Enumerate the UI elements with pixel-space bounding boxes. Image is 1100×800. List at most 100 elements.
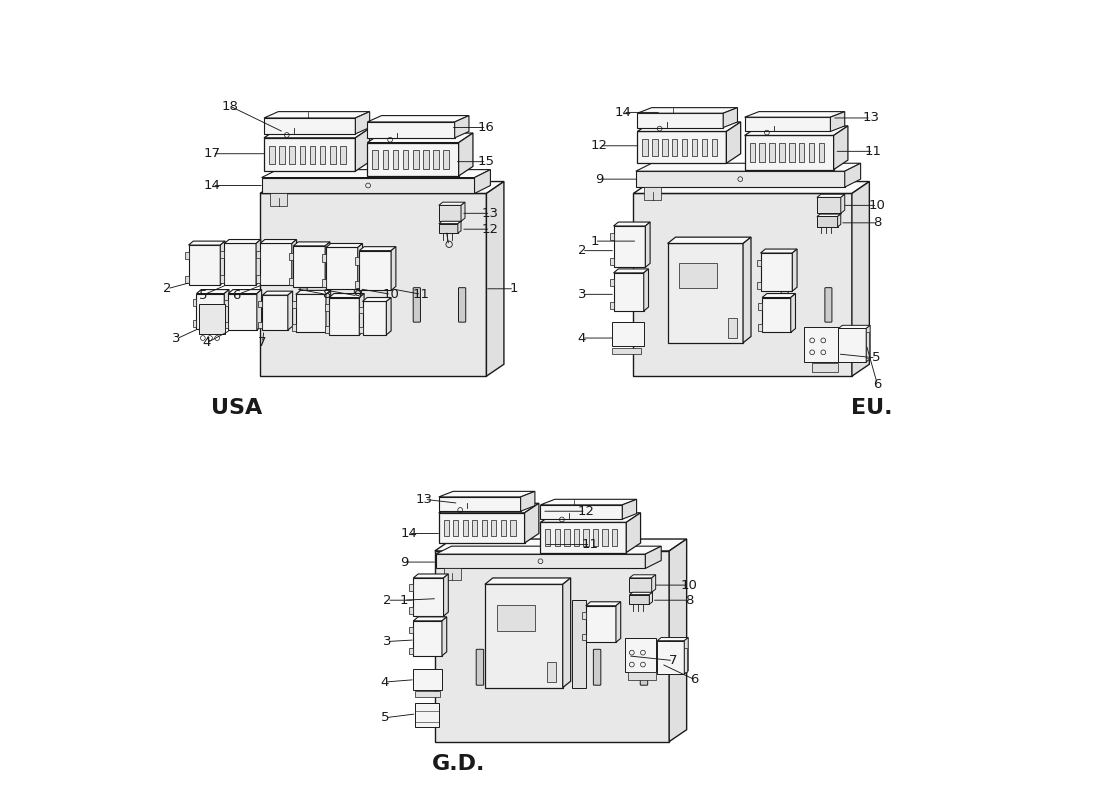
Polygon shape — [264, 128, 370, 138]
Bar — [799, 143, 804, 162]
Polygon shape — [224, 300, 229, 306]
Polygon shape — [367, 122, 454, 138]
Polygon shape — [439, 491, 535, 497]
Polygon shape — [360, 294, 364, 335]
Polygon shape — [572, 600, 586, 687]
Bar — [818, 143, 824, 162]
Text: 12: 12 — [578, 505, 594, 518]
Bar — [330, 146, 336, 164]
Polygon shape — [439, 224, 458, 233]
FancyBboxPatch shape — [459, 288, 465, 322]
Polygon shape — [651, 574, 656, 592]
Polygon shape — [185, 252, 188, 259]
Polygon shape — [414, 669, 442, 690]
Bar — [393, 150, 398, 169]
Polygon shape — [294, 242, 330, 246]
Bar — [702, 138, 707, 156]
Bar — [662, 138, 668, 156]
Polygon shape — [360, 250, 392, 290]
Polygon shape — [838, 326, 870, 329]
Polygon shape — [745, 126, 848, 135]
Polygon shape — [188, 241, 226, 245]
Polygon shape — [292, 301, 296, 308]
Polygon shape — [414, 574, 449, 578]
Polygon shape — [614, 226, 646, 267]
Bar — [583, 530, 588, 546]
Bar — [612, 530, 617, 546]
Bar — [496, 605, 536, 630]
Polygon shape — [637, 131, 726, 163]
Polygon shape — [289, 278, 294, 285]
Polygon shape — [668, 243, 744, 342]
Text: 4: 4 — [578, 331, 586, 345]
Bar — [500, 520, 506, 536]
Polygon shape — [612, 322, 643, 346]
Polygon shape — [260, 243, 292, 285]
Text: 4: 4 — [202, 336, 211, 350]
Polygon shape — [723, 108, 737, 127]
Text: 7: 7 — [258, 336, 266, 350]
Polygon shape — [646, 546, 661, 569]
Text: 14: 14 — [400, 527, 417, 540]
Polygon shape — [197, 294, 224, 329]
Text: eurospares: eurospares — [462, 593, 638, 621]
Polygon shape — [791, 294, 795, 333]
Bar — [482, 520, 487, 536]
Text: 6: 6 — [232, 289, 241, 302]
Polygon shape — [486, 182, 504, 376]
Polygon shape — [637, 114, 723, 127]
Bar — [593, 530, 598, 546]
Bar — [564, 530, 570, 546]
Polygon shape — [669, 539, 686, 742]
Polygon shape — [540, 499, 637, 505]
Bar — [463, 520, 467, 536]
Polygon shape — [260, 182, 504, 194]
Polygon shape — [188, 245, 220, 285]
Polygon shape — [485, 578, 571, 584]
Bar — [270, 146, 275, 164]
Polygon shape — [804, 327, 837, 362]
Text: 8: 8 — [873, 216, 881, 230]
Polygon shape — [616, 602, 620, 642]
Text: 1: 1 — [399, 594, 408, 606]
Polygon shape — [326, 304, 329, 310]
Polygon shape — [224, 322, 229, 328]
Polygon shape — [629, 592, 652, 594]
Polygon shape — [439, 497, 520, 511]
Polygon shape — [461, 202, 465, 222]
Polygon shape — [326, 326, 329, 333]
Text: 15: 15 — [477, 155, 495, 168]
Polygon shape — [454, 115, 469, 138]
FancyBboxPatch shape — [825, 288, 832, 322]
Polygon shape — [609, 233, 614, 241]
Text: 13: 13 — [482, 207, 499, 220]
Polygon shape — [744, 237, 751, 342]
Text: 2: 2 — [578, 244, 586, 257]
Polygon shape — [264, 112, 370, 118]
Polygon shape — [326, 242, 330, 287]
Bar — [453, 520, 459, 536]
Bar — [510, 520, 516, 536]
Text: EU.: EU. — [851, 398, 892, 418]
Text: 2: 2 — [383, 594, 392, 606]
Polygon shape — [296, 290, 331, 294]
Polygon shape — [614, 222, 650, 226]
Bar — [769, 143, 774, 162]
Polygon shape — [262, 178, 474, 194]
Bar — [749, 143, 755, 162]
Polygon shape — [264, 138, 355, 171]
Bar — [373, 150, 378, 169]
Polygon shape — [834, 126, 848, 170]
Text: 14: 14 — [204, 179, 221, 192]
Polygon shape — [392, 246, 396, 290]
Bar — [412, 150, 418, 169]
Polygon shape — [637, 122, 740, 131]
FancyBboxPatch shape — [476, 650, 484, 686]
Polygon shape — [586, 602, 620, 606]
Polygon shape — [436, 554, 646, 569]
Bar — [759, 143, 764, 162]
Bar — [554, 530, 560, 546]
Polygon shape — [229, 294, 257, 330]
Polygon shape — [644, 269, 649, 311]
Polygon shape — [792, 249, 798, 291]
